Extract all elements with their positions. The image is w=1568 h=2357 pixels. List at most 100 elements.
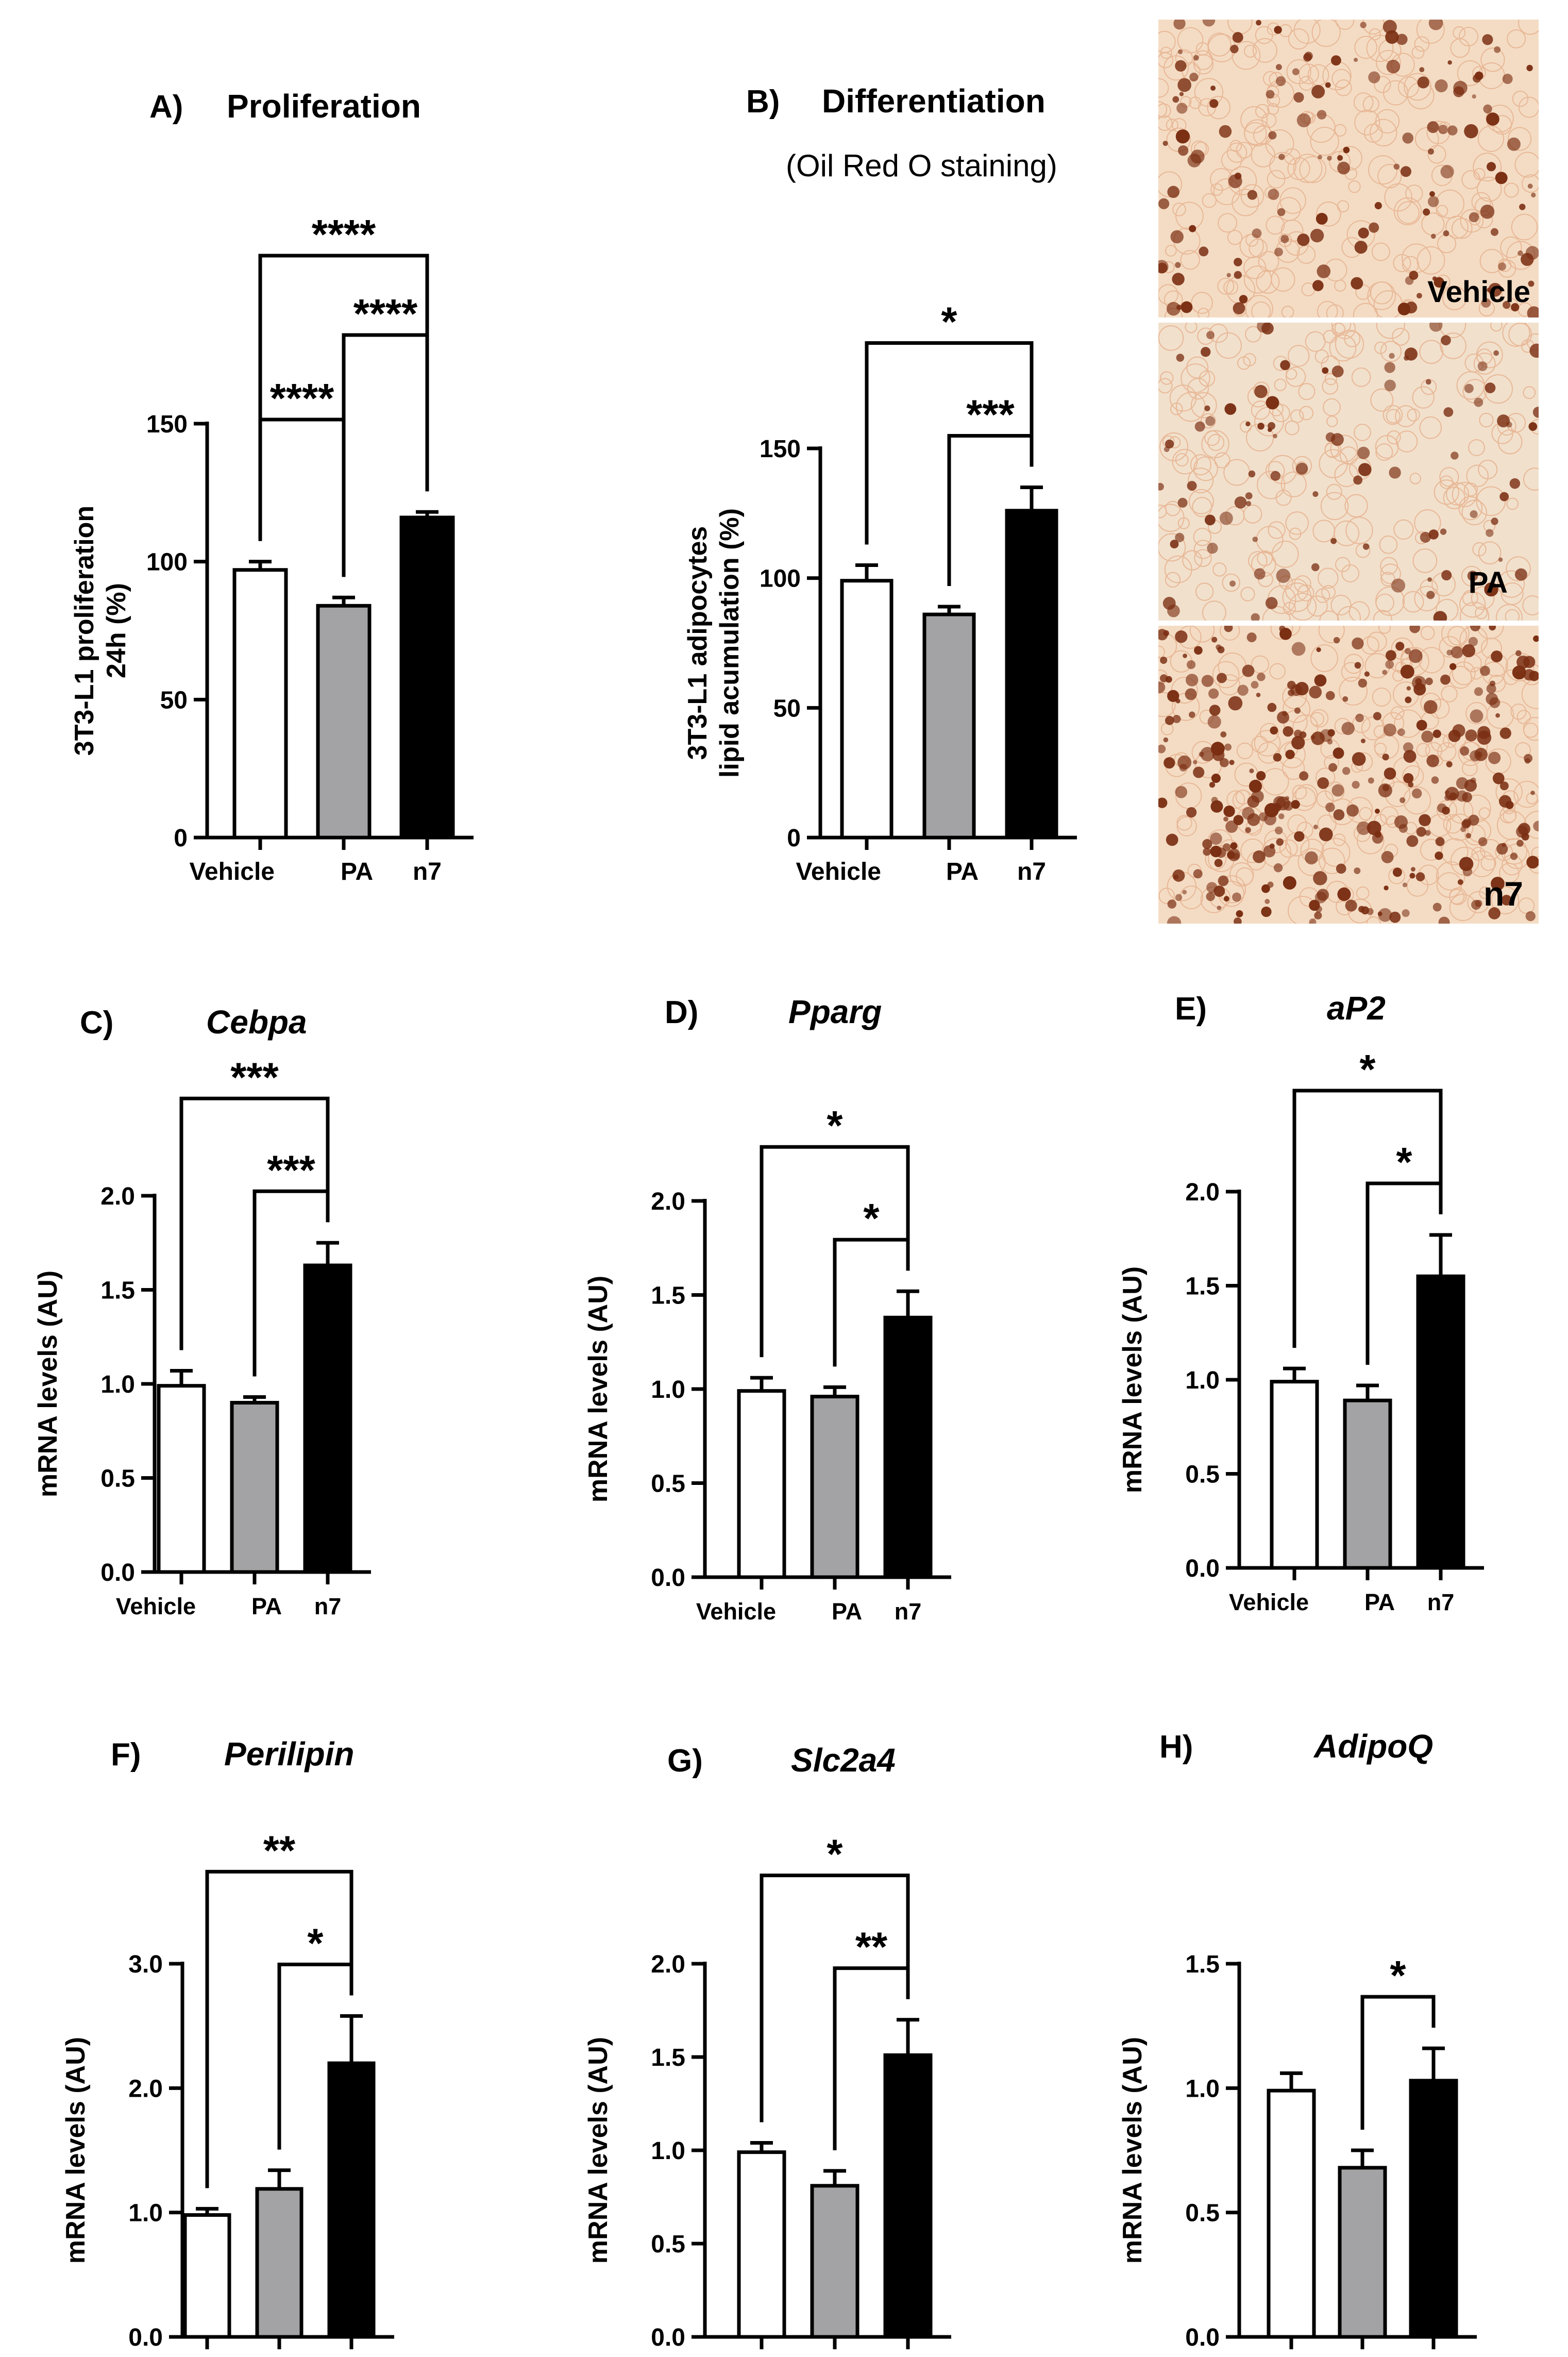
- cell-outline: [1311, 20, 1341, 47]
- lipid-droplet: [1453, 80, 1468, 95]
- cell-outline: [1320, 492, 1349, 521]
- lipid-droplet: [1402, 132, 1413, 144]
- cell-outline: [1452, 661, 1476, 686]
- lipid-droplet: [1385, 30, 1399, 44]
- cell-outline: [1504, 182, 1519, 198]
- lipid-droplet: [1330, 55, 1341, 66]
- lipid-droplet: [1256, 771, 1266, 781]
- lipid-droplet: [1216, 644, 1222, 650]
- lipid-droplet: [1167, 690, 1179, 703]
- lipid-droplet: [1209, 782, 1216, 788]
- cell-outline: [1158, 115, 1173, 131]
- lipid-droplet: [1511, 303, 1520, 312]
- lipid-droplet: [1337, 887, 1351, 901]
- lipid-droplet: [1440, 164, 1454, 179]
- lipid-droplet: [1486, 683, 1496, 694]
- lipid-droplet: [1172, 96, 1179, 103]
- lipid-droplet: [1158, 797, 1168, 808]
- lipid-droplet: [1167, 899, 1177, 909]
- cell-outline: [1373, 610, 1392, 621]
- cell-outline: [1219, 674, 1240, 696]
- chart-title: Proliferation: [227, 88, 421, 125]
- cell-outline: [1212, 562, 1227, 577]
- significance-bracket: [1292, 1089, 1443, 1348]
- cell-outline: [1243, 353, 1256, 366]
- cell-outline: [1267, 170, 1286, 189]
- lipid-droplet: [1382, 20, 1397, 34]
- cell-outline: [1380, 572, 1395, 587]
- lipid-droplet: [1294, 729, 1302, 738]
- lipid-droplet: [1325, 691, 1335, 700]
- cell-outline: [1285, 420, 1300, 436]
- lipid-droplet: [1462, 866, 1473, 877]
- cell-outline: [1473, 168, 1486, 180]
- cell-outline: [1254, 730, 1281, 757]
- lipid-droplet: [1233, 815, 1244, 825]
- lipid-droplet: [1224, 626, 1233, 632]
- lipid-droplet: [1501, 895, 1512, 906]
- lipid-droplet: [1493, 350, 1499, 356]
- lipid-droplet: [1394, 815, 1408, 829]
- cell-outline: [1393, 519, 1414, 540]
- lipid-droplet: [1276, 838, 1284, 846]
- cell-outline: [1158, 888, 1175, 904]
- lipid-droplet: [1312, 491, 1319, 497]
- lipid-droplet: [1396, 34, 1408, 45]
- cell-outline: [1375, 593, 1394, 612]
- cell-outline: [1268, 521, 1286, 539]
- lipid-droplet: [1200, 747, 1215, 762]
- cell-outline: [1476, 176, 1502, 202]
- bar-vehicle: [737, 1389, 786, 1579]
- lipid-droplet: [1319, 827, 1333, 842]
- lipid-droplet: [1208, 688, 1219, 699]
- lipid-droplet: [1175, 785, 1188, 798]
- lipid-droplet: [1316, 647, 1321, 653]
- lipid-droplet: [1502, 843, 1506, 847]
- lipid-droplet: [1175, 532, 1185, 542]
- lipid-droplet: [1294, 707, 1301, 714]
- cell-outline: [1391, 706, 1405, 720]
- lipid-droplet: [1277, 208, 1286, 216]
- lipid-droplet: [1361, 906, 1370, 915]
- cell-outline: [1299, 156, 1327, 183]
- y-tick-label: 1.5: [1185, 1951, 1220, 1978]
- cell-outline: [1326, 483, 1342, 500]
- lipid-droplet: [1268, 422, 1276, 430]
- lipid-droplet: [1373, 712, 1381, 721]
- cell-outline: [1329, 334, 1357, 362]
- cell-outline: [1523, 386, 1536, 399]
- cell-outline: [1202, 600, 1226, 621]
- cell-outline: [1437, 742, 1457, 762]
- y-tick-label: 50: [160, 687, 188, 714]
- lipid-droplet: [1257, 673, 1266, 681]
- cell-outline: [1380, 563, 1401, 584]
- lipid-droplet: [1170, 230, 1184, 244]
- y-tick-label: 1.5: [651, 1282, 685, 1310]
- cell-outline: [1333, 833, 1346, 846]
- cell-outline: [1322, 378, 1339, 395]
- lipid-droplet: [1275, 64, 1282, 71]
- lipid-droplet: [1492, 772, 1505, 784]
- cell-outline: [1366, 35, 1394, 62]
- lipid-droplet: [1224, 403, 1237, 415]
- lipid-droplet: [1227, 848, 1240, 861]
- significance-bracket: [833, 1966, 910, 2150]
- cell-outline: [1478, 541, 1502, 565]
- lipid-droplet: [1229, 760, 1235, 765]
- lipid-droplet: [1409, 873, 1415, 879]
- lipid-droplet: [1293, 92, 1304, 103]
- lipid-droplet: [1528, 422, 1538, 431]
- lipid-droplet: [1465, 729, 1477, 742]
- y-axis-label: 3T3-L1 proliferation: [70, 506, 99, 756]
- cell-outline: [1459, 591, 1486, 618]
- cell-outline: [1214, 452, 1230, 469]
- lipid-droplet: [1229, 580, 1236, 587]
- micrograph-pa-image: [1158, 323, 1539, 621]
- cell-outline: [1521, 174, 1539, 193]
- lipid-droplet: [1385, 660, 1394, 669]
- lipid-droplet: [1285, 796, 1290, 800]
- x-tick-label: n7: [1017, 858, 1046, 885]
- lipid-droplet: [1464, 124, 1478, 139]
- cell-outline: [1479, 886, 1492, 899]
- cell-outline: [1158, 171, 1183, 197]
